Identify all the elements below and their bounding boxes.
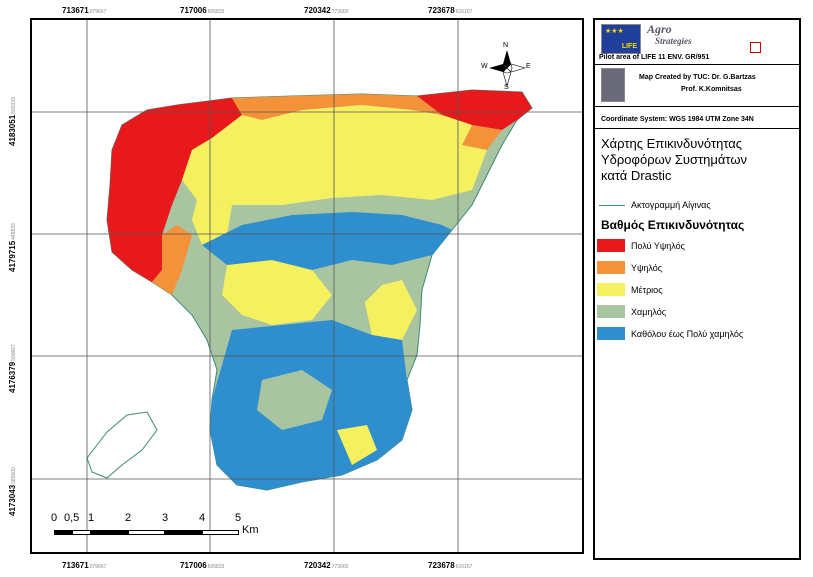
credit-line-2: Prof. K.Komnitsas	[681, 86, 742, 93]
legend-class-moderate: Μέτριος	[597, 282, 663, 297]
scale-label-3: 3	[162, 512, 169, 524]
zone-high-2	[152, 225, 192, 295]
y-tick-left-4: 4173043585500	[8, 467, 17, 516]
zone-low-patch-2	[332, 270, 382, 305]
swatch-very-low	[597, 327, 625, 340]
agrostrat-logo-line1: Agro	[647, 22, 672, 36]
zone-very-low-1	[202, 212, 452, 270]
graticule	[32, 20, 582, 552]
eu-stars-icon: ★★★	[605, 28, 624, 35]
map-title-line-1: Χάρτης Επικινδυνότητας	[601, 136, 743, 151]
scale-label-05: 0,5	[64, 512, 80, 524]
legend-panel: LIFE ★★★ Agro Strategies Pilot area of L…	[593, 18, 801, 560]
zone-moderate-2	[222, 260, 332, 325]
pilot-area-text: Pilot area of LIFE 11 ENV. GR/951	[599, 54, 710, 61]
zone-moderate-3	[362, 280, 417, 340]
x-tick-top-4: 723678616167	[428, 6, 473, 15]
eu-logo: LIFE ★★★	[601, 24, 641, 54]
zone-high-1	[232, 94, 442, 120]
zone-low-patch-1	[257, 370, 332, 430]
south-label: S	[504, 84, 509, 91]
class-heading: Βαθμός Επικινδυνότητας	[601, 218, 745, 232]
zone-very-high-east	[417, 90, 532, 130]
north-label: N	[503, 42, 509, 49]
tuc-logo	[601, 68, 625, 102]
scale-label-2: 2	[125, 512, 132, 524]
scale-bar: 0 0,5 1 2 3 4 5 Km	[51, 512, 259, 542]
y-tick-left-1: 4183051600333	[8, 97, 17, 146]
zone-moderate-5	[337, 425, 377, 465]
eu-logo-text: LIFE	[621, 43, 637, 50]
agrostrat-logo: Agro Strategies	[647, 22, 707, 52]
scale-unit: Km	[242, 524, 259, 536]
legend-class-very-low: Καθόλου έως Πολύ χαμηλός	[597, 326, 743, 341]
x-tick-bottom-2: 717006605833	[180, 561, 225, 570]
zone-very-high-west	[107, 98, 242, 282]
y-tick-left-2: 4179715448833	[8, 223, 17, 272]
west-label: W	[481, 63, 488, 70]
x-tick-top-1: 713671079667	[62, 6, 107, 15]
legend-class-high: Υψηλός	[597, 260, 662, 275]
swatch-moderate	[597, 283, 625, 296]
x-tick-bottom-3: 720342773000	[304, 561, 349, 570]
legend-class-very-high: Πολύ Υψηλός	[597, 238, 685, 253]
islet-outline	[86, 411, 158, 479]
east-label: E	[526, 63, 531, 70]
label-very-high: Πολύ Υψηλός	[631, 240, 686, 251]
scale-label-1: 1	[88, 512, 95, 524]
zone-high-3	[462, 125, 502, 150]
map-frame: N S E W 0 0,5 1 2 3 4 5 Km	[30, 18, 584, 554]
swatch-low	[597, 305, 625, 318]
swatch-high	[597, 261, 625, 274]
scale-label-0: 0	[51, 512, 58, 524]
x-tick-top-2: 717006605833	[180, 6, 225, 15]
y-tick-left-3: 4176379500667	[8, 344, 17, 393]
legend-class-low: Χαμηλός	[597, 304, 666, 319]
map-title-line-3: κατά Drastic	[601, 168, 672, 183]
coastline-legend: Ακτογραμμή Αίγινας	[599, 200, 711, 210]
label-low: Χαμηλός	[631, 306, 667, 317]
map-canvas	[32, 20, 582, 552]
scale-label-4: 4	[199, 512, 206, 524]
swatch-very-high	[597, 239, 625, 252]
label-moderate: Μέτριος	[631, 284, 663, 295]
zone-moderate-1	[182, 105, 487, 205]
map-title: Χάρτης Επικινδυνότητας Υδροφόρων Συστημά…	[601, 136, 747, 184]
coastline-swatch	[599, 204, 625, 206]
x-tick-bottom-4: 723678616167	[428, 561, 473, 570]
x-tick-top-3: 720342773000	[304, 6, 349, 15]
label-high: Υψηλός	[631, 262, 663, 273]
coordinate-system: Coordinate System: WGS 1984 UTM Zone 34N	[601, 116, 754, 123]
location-marker-icon	[750, 42, 761, 53]
coastline-label: Ακτογραμμή Αίγινας	[631, 200, 711, 210]
label-very-low: Καθόλου έως Πολύ χαμηλός	[631, 328, 744, 339]
north-arrow-icon	[489, 50, 527, 88]
map-title-line-2: Υδροφόρων Συστημάτων	[601, 152, 747, 167]
agrostrat-logo-line2: Strategies	[655, 36, 692, 46]
credit-line-1: Map Created by TUC: Dr. G.Bartzas	[639, 74, 756, 81]
x-tick-bottom-1: 713671079667	[62, 561, 107, 570]
scale-label-5: 5	[235, 512, 242, 524]
